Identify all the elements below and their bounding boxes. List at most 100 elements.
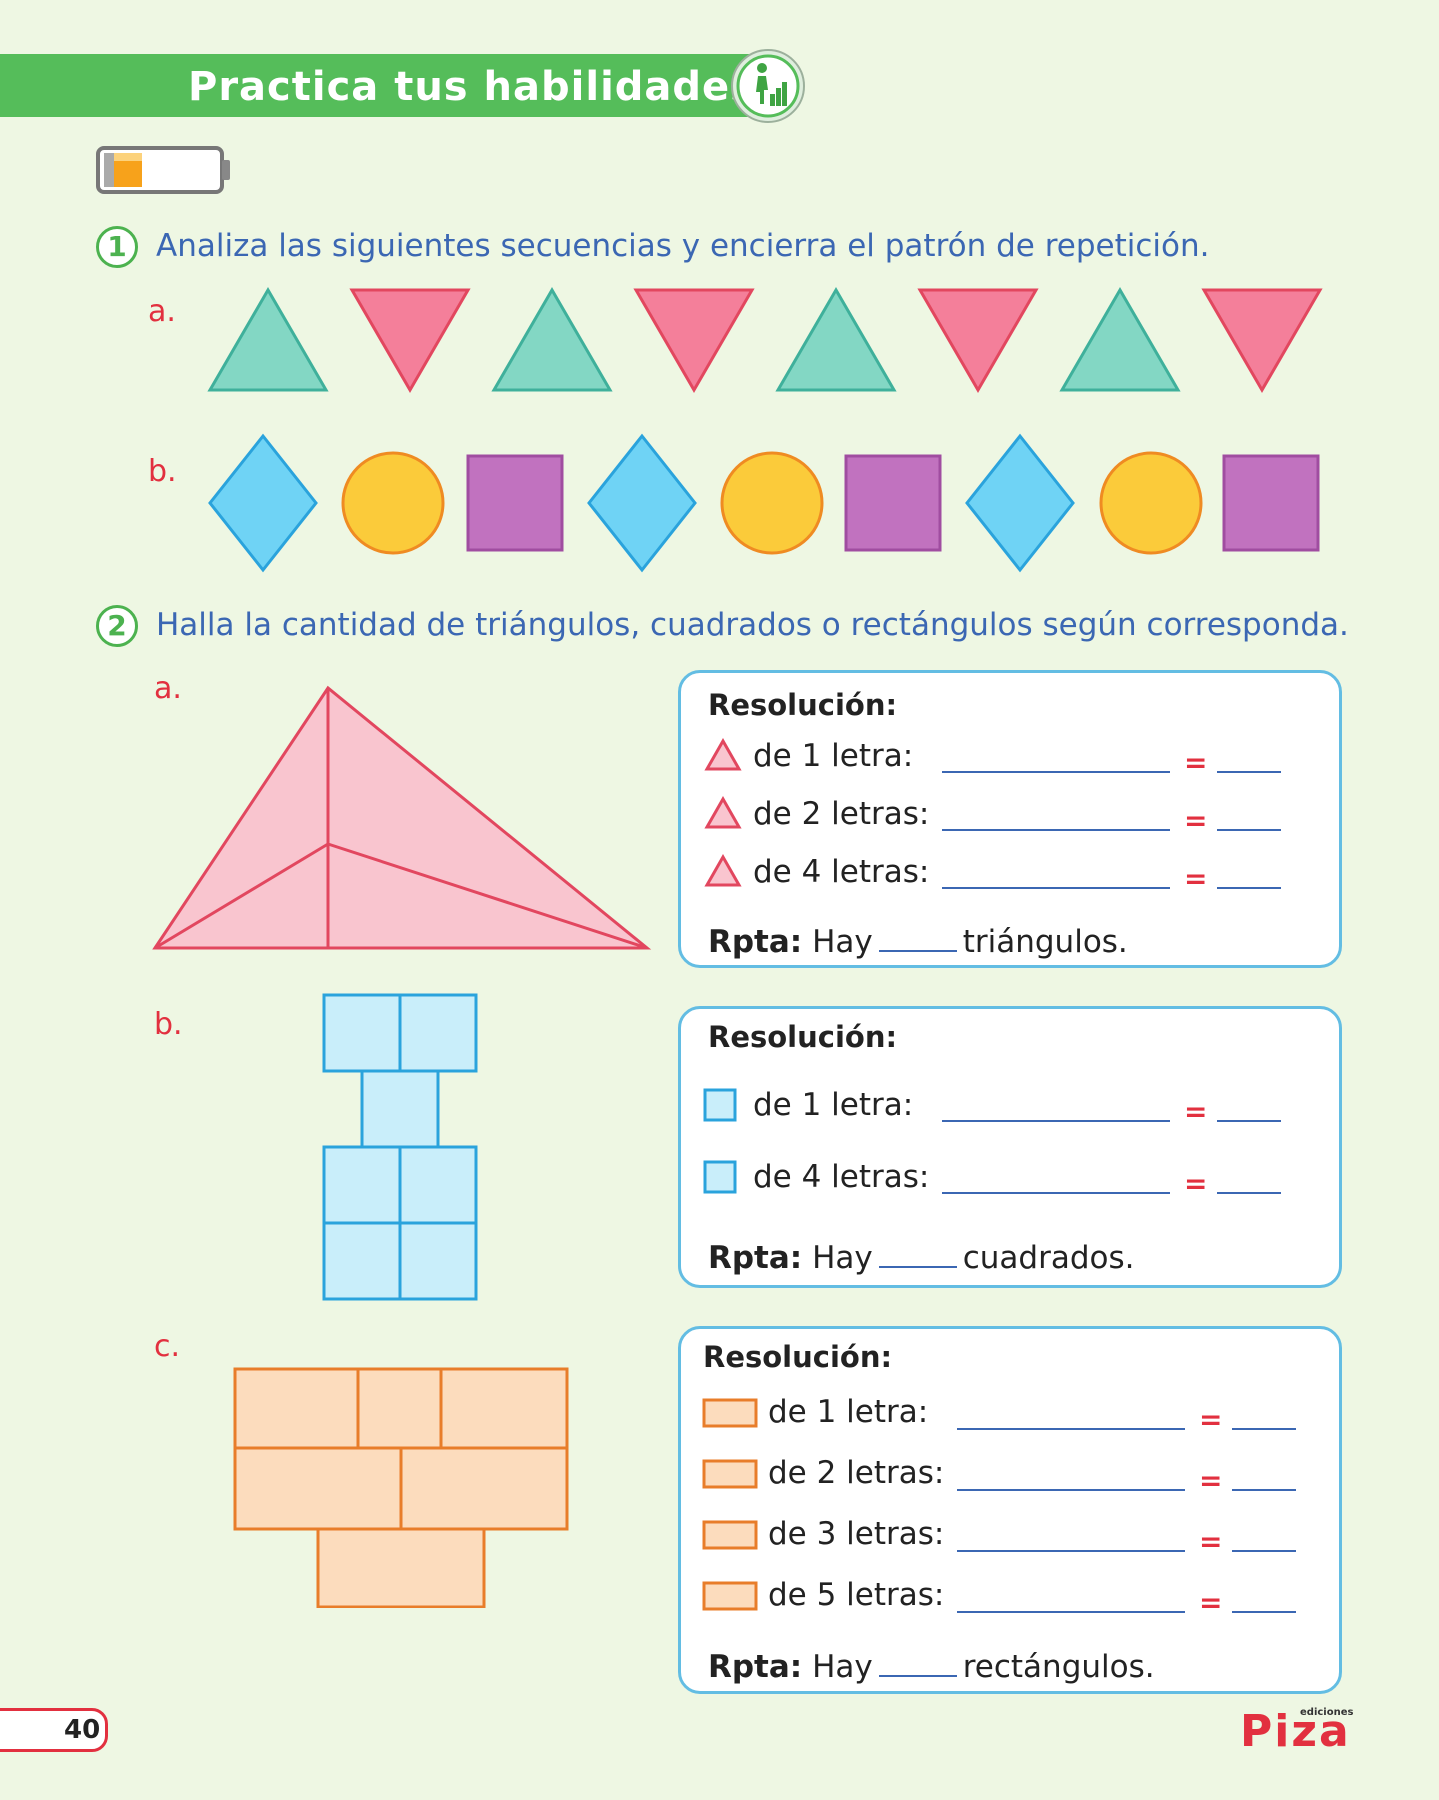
item-b-label: b.: [148, 454, 177, 489]
rpta-answer-blank[interactable]: [878, 1645, 957, 1677]
rpta-label: Rpta:: [708, 1240, 803, 1276]
rectangle-icon: [702, 1581, 758, 1611]
resolution-box-a: [678, 670, 1342, 968]
answer-total-blank[interactable]: [1217, 1120, 1281, 1122]
rectangle-icon: [702, 1398, 758, 1428]
rpta-label: Rpta:: [708, 1649, 803, 1685]
answer-blank[interactable]: [957, 1428, 1185, 1430]
equals-sign: =: [1199, 1525, 1223, 1558]
square-icon: [703, 1160, 737, 1194]
resolution-title: Resolución:: [708, 688, 898, 722]
answer-blank[interactable]: [942, 887, 1170, 889]
blue-diamond: [587, 433, 697, 573]
resolution-box-c: [678, 1326, 1342, 1694]
rpta-post: rectángulos.: [962, 1649, 1155, 1685]
blue-diamond: [965, 433, 1075, 573]
triangle-icon: [704, 738, 742, 771]
yellow-circle: [720, 451, 824, 555]
answer-blank[interactable]: [957, 1489, 1185, 1491]
pink-down-triangle: [633, 288, 755, 393]
yellow-circle: [341, 451, 445, 555]
equals-sign: =: [1184, 1167, 1208, 1200]
teal-up-triangle: [1059, 287, 1181, 392]
rpta-pre: Hay: [812, 1649, 873, 1685]
teal-up-triangle: [207, 287, 329, 392]
answer-total-blank[interactable]: [1232, 1611, 1296, 1613]
answer-total-blank[interactable]: [1217, 771, 1281, 773]
square-icon: [703, 1088, 737, 1122]
purple-square: [1222, 454, 1320, 552]
answer-sentence: Rpta: Hay rectángulos.: [708, 1645, 1155, 1685]
answer-blank[interactable]: [942, 771, 1170, 773]
answer-total-blank[interactable]: [1232, 1489, 1296, 1491]
pink-down-triangle: [917, 288, 1039, 393]
battery-low-icon: [96, 146, 230, 194]
question-1-text: Analiza las siguientes secuencias y enci…: [156, 228, 1210, 264]
equals-sign: =: [1199, 1403, 1223, 1436]
count-line-label: de 2 letras:: [753, 796, 930, 832]
answer-blank[interactable]: [957, 1550, 1185, 1552]
resolution-title: Resolución:: [708, 1020, 898, 1054]
answer-total-blank[interactable]: [1232, 1428, 1296, 1430]
triangle-sequence: [207, 287, 1323, 393]
page-title: Practica tus habilidades: [188, 64, 755, 110]
item-b-label: b.: [154, 1007, 183, 1042]
answer-total-blank[interactable]: [1217, 829, 1281, 831]
item-a-label: a.: [148, 294, 176, 329]
count-line-label: de 4 letras:: [753, 1159, 930, 1195]
rectangles-figure: [233, 1367, 569, 1608]
answer-total-blank[interactable]: [1232, 1550, 1296, 1552]
pink-down-triangle: [349, 288, 471, 393]
answer-blank[interactable]: [942, 829, 1170, 831]
squares-figure: [322, 993, 478, 1301]
count-line-label: de 1 letra:: [753, 1087, 914, 1123]
answer-blank[interactable]: [942, 1192, 1170, 1194]
answer-blank[interactable]: [942, 1120, 1170, 1122]
page-number: 40: [64, 1715, 101, 1745]
triangle-figure: [152, 685, 652, 950]
rpta-post: cuadrados.: [962, 1240, 1135, 1276]
question-2-text: Halla la cantidad de triángulos, cuadrad…: [156, 607, 1349, 643]
pink-down-triangle: [1201, 288, 1323, 393]
rpta-post: triángulos.: [962, 924, 1128, 960]
rpta-label: Rpta:: [708, 924, 803, 960]
count-line-label: de 1 letra:: [768, 1394, 929, 1430]
answer-total-blank[interactable]: [1217, 1192, 1281, 1194]
equals-sign: =: [1184, 746, 1208, 779]
answer-total-blank[interactable]: [1217, 887, 1281, 889]
rpta-pre: Hay: [812, 924, 873, 960]
purple-square: [466, 454, 564, 552]
page-number-box: [0, 1708, 108, 1752]
teal-up-triangle: [491, 287, 613, 392]
blue-diamond: [208, 433, 318, 573]
shape-sequence: [208, 433, 1320, 573]
resolution-title: Resolución:: [703, 1340, 893, 1374]
answer-blank[interactable]: [957, 1611, 1185, 1613]
rpta-answer-blank[interactable]: [878, 1236, 957, 1268]
resolution-box-b: [678, 1006, 1342, 1288]
count-line-label: de 3 letras:: [768, 1516, 945, 1552]
teal-up-triangle: [775, 287, 897, 392]
answer-sentence: Rpta: Hay triángulos.: [708, 920, 1128, 960]
equals-sign: =: [1184, 862, 1208, 895]
item-a-label: a.: [154, 671, 182, 706]
rectangle-icon: [702, 1459, 758, 1489]
question-number-1: 1: [96, 226, 138, 268]
answer-sentence: Rpta: Hay cuadrados.: [708, 1236, 1134, 1276]
equals-sign: =: [1184, 804, 1208, 837]
triangle-icon: [704, 854, 742, 887]
rpta-answer-blank[interactable]: [878, 920, 957, 952]
triangle-icon: [704, 796, 742, 829]
count-line-label: de 2 letras:: [768, 1455, 945, 1491]
equals-sign: =: [1184, 1095, 1208, 1128]
count-line-label: de 5 letras:: [768, 1577, 945, 1613]
header-banner: [0, 54, 760, 117]
rpta-pre: Hay: [812, 1240, 873, 1276]
purple-square: [844, 454, 942, 552]
climbing-person-icon: [731, 49, 805, 123]
count-line-label: de 1 letra:: [753, 738, 914, 774]
equals-sign: =: [1199, 1464, 1223, 1497]
rectangle-icon: [702, 1520, 758, 1550]
yellow-circle: [1099, 451, 1203, 555]
question-number-2: 2: [96, 605, 138, 647]
